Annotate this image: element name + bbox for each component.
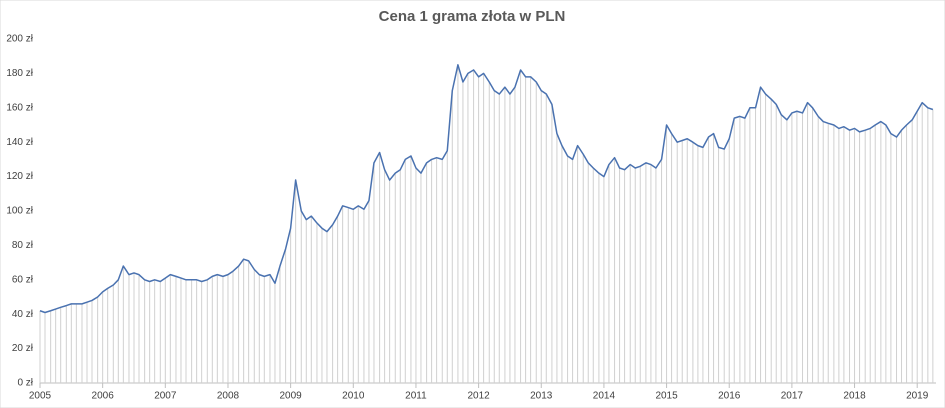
x-tick-label: 2018 (843, 391, 866, 402)
x-tick-label: 2011 (405, 391, 427, 402)
x-tick-label: 2015 (655, 391, 678, 402)
x-tick-label: 2005 (29, 391, 52, 402)
y-tick-label: 160 zł (6, 102, 33, 113)
y-tick-label: 20 zł (12, 343, 34, 354)
y-tick-label: 40 zł (12, 309, 34, 320)
y-tick-label: 180 zł (6, 68, 33, 79)
x-tick-label: 2010 (342, 391, 365, 402)
x-tick-label: 2014 (593, 391, 616, 402)
y-tick-label: 60 zł (12, 274, 34, 285)
x-tick-label: 2019 (906, 391, 929, 402)
x-tick-label: 2007 (154, 391, 177, 402)
x-tick-label: 2008 (217, 391, 240, 402)
y-tick-label: 80 zł (12, 240, 34, 251)
x-tick-label: 2017 (781, 391, 804, 402)
x-tick-label: 2013 (530, 391, 553, 402)
y-tick-label: 120 zł (6, 171, 33, 182)
y-tick-label: 140 zł (6, 137, 33, 148)
price-line (39, 64, 934, 314)
y-tick-label: 200 zł (6, 34, 33, 45)
chart-title: Cena 1 grama złota w PLN (379, 8, 566, 25)
x-tick-label: 2009 (280, 391, 303, 402)
x-tick-label: 2016 (718, 391, 741, 402)
y-tick-label: 0 zł (17, 378, 33, 389)
x-tick-label: 2006 (92, 391, 115, 402)
x-tick-label: 2012 (467, 391, 490, 402)
y-tick-label: 100 zł (6, 206, 33, 217)
